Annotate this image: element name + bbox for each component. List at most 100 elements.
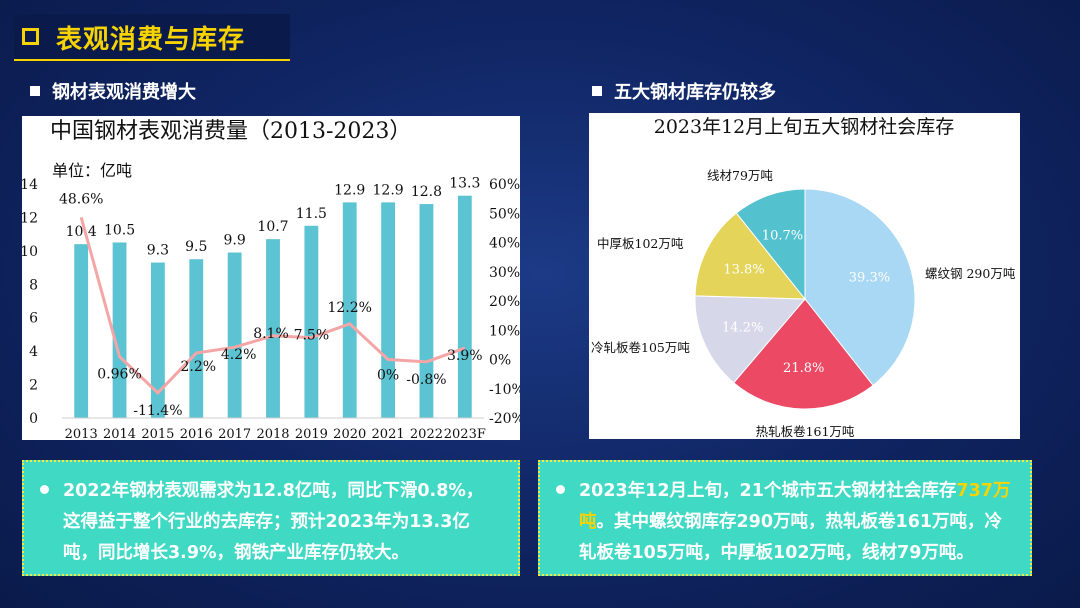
x-tick-label: 2016 [180, 427, 213, 440]
pie-category-label: 冷轧板卷105万吨 [591, 340, 690, 355]
y2-tick-label: -10% [489, 382, 520, 398]
bar-value-label: 12.9 [373, 182, 404, 198]
bar-value-label: 9.3 [147, 243, 169, 259]
y2-tick-label: 40% [489, 236, 520, 252]
right-note-text: 2023年12月上旬，21个城市五大钢材社会库存737万吨。其中螺纹钢库存290… [579, 476, 1012, 569]
y-tick-label: 2 [29, 378, 38, 394]
square-bullet-icon [30, 86, 40, 96]
bar [457, 195, 472, 418]
inventory-chart-panel: 2023年12月上旬五大钢材社会库存 39.3% 螺纹钢 290万吨 21.8% 热轧… [589, 113, 1020, 439]
y-tick-label: 0 [29, 411, 38, 427]
growth-value-label: 4.2% [221, 347, 257, 363]
left-y-axis: 0 2 4 6 8 10 12 14 [20, 177, 38, 427]
pie-percent-label: 39.3% [849, 271, 890, 286]
y-tick-label: 14 [22, 177, 38, 193]
x-tick-label: 2023F [444, 427, 486, 440]
y2-tick-label: 20% [489, 294, 520, 310]
square-bullet-icon [22, 28, 39, 45]
growth-value-label: 3.9% [447, 348, 483, 364]
right-note-part1: 2023年12月上旬，21个城市五大钢材社会库存 [579, 481, 957, 501]
bar-value-label: 11.5 [296, 206, 327, 222]
growth-value-label: 0% [377, 368, 399, 384]
bar [419, 204, 434, 418]
chart-unit-label: 单位：亿吨 [52, 161, 132, 180]
x-tick-label: 2014 [103, 427, 136, 440]
bar [381, 202, 395, 418]
bar-value-label: 9.5 [185, 239, 207, 255]
y2-tick-label: 30% [489, 265, 520, 281]
pie-slice [694, 295, 807, 384]
pie-slice [733, 298, 874, 410]
pie-category-label: 中厚板102万吨 [597, 236, 684, 251]
left-note-text: 2022年钢材表观需求为12.8亿吨，同比下滑0.8%，这得益于整个行业的去库存… [63, 481, 484, 563]
y-tick-label: 6 [29, 311, 38, 327]
pie-slice [804, 188, 916, 387]
square-bullet-icon [592, 86, 602, 96]
x-tick-label: 2020 [333, 427, 366, 440]
growth-value-label: 0.96% [97, 367, 141, 383]
right-note-part2: 。其中螺纹钢库存290万吨，热轧板卷161万吨，冷轧板卷105万吨，中厚板102… [579, 512, 1003, 563]
bar-value-label: 10.7 [257, 219, 288, 235]
left-note-box: 2022年钢材表观需求为12.8亿吨，同比下滑0.8%，这得益于整个行业的去库存… [22, 460, 520, 576]
title-underline [14, 59, 290, 61]
growth-value-label: 12.2% [327, 300, 371, 316]
pie-percent-label: 10.7% [762, 229, 803, 244]
bar [342, 202, 357, 418]
x-tick-label: 2022 [410, 427, 443, 440]
y2-tick-label: -20% [489, 411, 520, 427]
growth-value-label: 48.6% [59, 191, 103, 207]
y2-tick-label: 10% [489, 323, 520, 339]
bar [112, 242, 127, 418]
x-tick-label: 2013 [65, 427, 98, 440]
section-title: 表观消费与库存 [56, 25, 246, 55]
bar [74, 244, 89, 418]
bullet-dot-icon [556, 485, 565, 494]
y2-tick-label: 0% [489, 353, 511, 369]
bar [266, 239, 280, 418]
growth-value-label: -11.4% [133, 403, 182, 419]
bar [189, 259, 204, 418]
x-tick-label: 2018 [256, 427, 289, 440]
bar [227, 252, 242, 418]
bar-value-label: 9.9 [224, 233, 246, 249]
x-tick-label: 2017 [218, 427, 251, 440]
pie-slices [694, 188, 916, 410]
left-subtitle: 钢材表观消费增大 [30, 78, 196, 104]
consumption-chart-panel: 中国钢材表观消费量（2013-2023） 单位：亿吨 0 2 4 6 8 10 12 14 -… [20, 116, 525, 442]
bar-value-label: 10.4 [66, 224, 97, 240]
growth-value-label: 8.1% [253, 326, 289, 342]
left-subtitle-text: 钢材表观消费增大 [52, 82, 196, 103]
growth-value-label: -0.8% [406, 372, 446, 388]
bar-value-label: 12.9 [334, 182, 365, 198]
growth-line [79, 216, 466, 395]
pie-slice [735, 188, 806, 301]
pie-labels: 39.3% 螺纹钢 290万吨 21.8% 热轧板卷161万吨 14.2% 冷轧板卷105… [591, 168, 1016, 439]
growth-value-label: 7.5% [294, 328, 330, 344]
x-tick-label: 2015 [141, 427, 174, 440]
bar-value-label: 12.8 [411, 184, 442, 200]
bullet-dot-icon [40, 485, 49, 494]
chart-title: 中国钢材表观消费量（2013-2023） [50, 119, 411, 144]
bar-value-label: 13.3 [449, 176, 480, 192]
bar-series: 10.4 10.5 9.3 9.5 9.9 10.7 11.5 12.9 12.9 12.8 13.… [66, 176, 480, 418]
pie-percent-label: 14.2% [722, 321, 763, 336]
right-note-highlight: 737万吨 [579, 481, 1011, 532]
inventory-pie-chart: 2023年12月上旬五大钢材社会库存 39.3% 螺纹钢 290万吨 21.8% 热轧… [591, 116, 1016, 439]
pie-percent-label: 21.8% [783, 361, 824, 376]
y-tick-label: 12 [22, 210, 38, 226]
growth-value-label: 2.2% [180, 359, 216, 375]
pie-category-label: 螺纹钢 290万吨 [925, 266, 1016, 281]
right-subtitle: 五大钢材库存仍较多 [592, 78, 776, 104]
consumption-chart: 中国钢材表观消费量（2013-2023） 单位：亿吨 0 2 4 6 8 10 12 14 -… [20, 119, 525, 442]
pie-percent-label: 13.8% [723, 263, 764, 278]
x-tick-label: 2019 [295, 427, 328, 440]
right-y-axis: -20% -10% 0% 10% 20% 30% 40% 50% 60% [489, 177, 525, 427]
bar [151, 262, 165, 418]
bar [304, 225, 319, 418]
y2-tick-label: 60% [489, 177, 520, 193]
x-axis: 2013 2014 2015 2016 2017 2018 2019 2020 2021 2022… [62, 417, 486, 442]
right-note-box: 2023年12月上旬，21个城市五大钢材社会库存737万吨。其中螺纹钢库存290… [538, 460, 1032, 576]
pie-title: 2023年12月上旬五大钢材社会库存 [654, 116, 955, 138]
pie-category-label: 线材79万吨 [707, 168, 773, 183]
y2-tick-label: 50% [489, 206, 520, 222]
